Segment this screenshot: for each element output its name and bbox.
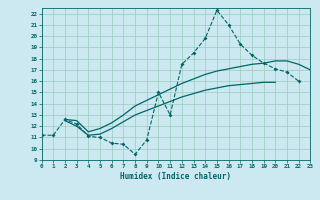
- X-axis label: Humidex (Indice chaleur): Humidex (Indice chaleur): [121, 172, 231, 181]
